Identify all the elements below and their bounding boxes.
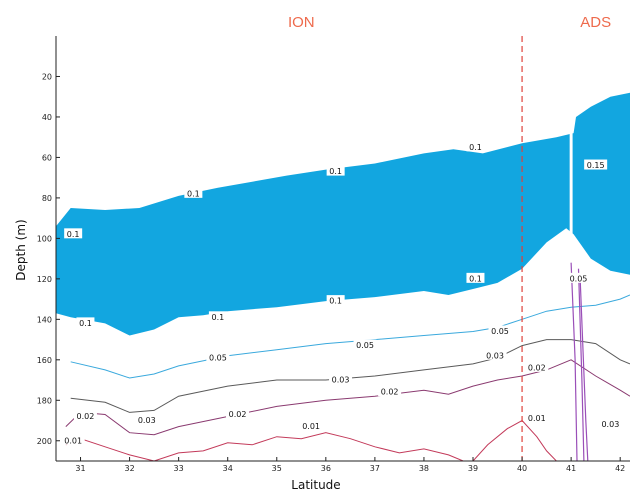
contour-label: 0.1	[67, 230, 80, 239]
contour-label: 0.02	[381, 388, 399, 397]
x-tick-label: 41	[566, 464, 576, 473]
plot-frame	[55, 36, 630, 462]
contour-label: 0.1	[469, 274, 482, 283]
contour-line-0-03-1	[70, 339, 630, 413]
contour-label-bg	[525, 412, 549, 423]
contour-label-bg	[378, 386, 402, 397]
contour-label-bg	[73, 410, 97, 421]
contour-label: 0.03	[601, 420, 619, 429]
x-tick-label: 40	[517, 464, 527, 473]
region-label-ads: ADS	[580, 14, 611, 31]
contour-label: 0.02	[77, 412, 95, 421]
contour-label-bg	[61, 434, 85, 445]
contour-label-bg	[525, 361, 549, 372]
contour-label-bg	[488, 325, 512, 336]
contour-label-bg	[326, 165, 345, 176]
x-tick-label: 34	[223, 464, 233, 473]
contour-label: 0.02	[528, 363, 546, 372]
contour-label: 0.01	[528, 414, 546, 423]
contour-label-bg	[135, 414, 159, 425]
contour-label: 0.05	[356, 341, 374, 350]
y-axis-ticks: 20 40 60 80 100 120 140 160 180 200	[37, 72, 60, 446]
contour-label: 0.1	[212, 313, 225, 322]
contour-label-bg	[598, 418, 622, 429]
contour-label-bg	[184, 187, 203, 198]
x-tick-label: 31	[75, 464, 85, 473]
contour-label: 0.1	[329, 167, 342, 176]
plot-content	[56, 92, 630, 461]
x-tick-label: 39	[468, 464, 478, 473]
y-tick-label: 160	[37, 356, 52, 365]
contour-label-bg	[299, 420, 323, 431]
contour-labels: 0.1 0.1 0.1 0.1 0.15 0.1 0.1 0.1 0.1 0.05 0.05 0.05…	[61, 141, 622, 445]
contour-label: 0.1	[329, 297, 342, 306]
contour-label-bg	[226, 408, 250, 419]
y-tick-label: 100	[37, 234, 52, 243]
x-tick-label: 32	[124, 464, 134, 473]
contour-label: 0.1	[187, 189, 200, 198]
contour-label-bg	[584, 159, 608, 170]
contour-label-bg	[208, 311, 227, 322]
contour-line-0-01-3	[65, 432, 464, 461]
contour-label-bg	[566, 272, 590, 283]
band-fill-0-1	[56, 92, 630, 336]
y-tick-label: 80	[42, 194, 52, 203]
spike-line-1	[577, 268, 585, 461]
x-tick-label: 38	[419, 464, 429, 473]
contour-label-bg	[329, 374, 353, 385]
contour-line-0-05-0	[70, 294, 630, 379]
y-tick-label: 180	[37, 396, 52, 405]
y-tick-label: 200	[37, 437, 52, 446]
band-gap	[569, 121, 573, 263]
y-tick-label: 40	[42, 113, 52, 122]
contour-label-bg	[466, 272, 485, 283]
x-tick-label: 33	[174, 464, 184, 473]
contour-label-bg	[326, 295, 345, 306]
x-tick-label: 36	[321, 464, 331, 473]
contour-label-bg	[206, 351, 230, 362]
spike-line-2	[579, 274, 589, 461]
x-axis-ticks: 31 32 33 34 35 36 37 38 39 40 41 42	[75, 457, 625, 473]
contour-label-bg	[353, 339, 377, 350]
x-tick-label: 37	[370, 464, 380, 473]
spike-line-0	[570, 262, 578, 461]
contour-label: 0.02	[229, 410, 247, 419]
contour-label: 0.03	[486, 351, 504, 360]
contour-label-bg	[466, 141, 485, 152]
y-tick-label: 60	[42, 153, 52, 162]
contour-label-bg	[64, 228, 83, 239]
x-tick-label: 42	[615, 464, 625, 473]
x-axis-title: Latitude	[291, 478, 340, 492]
contour-label: 0.05	[570, 274, 588, 283]
contour-label: 0.01	[302, 422, 320, 431]
contour-label: 0.03	[138, 416, 156, 425]
contour-label: 0.05	[209, 353, 227, 362]
contour-label: 0.1	[79, 319, 92, 328]
contour-label: 0.15	[587, 161, 605, 170]
contour-label: 0.03	[332, 376, 350, 385]
plot-area: ION ADS0.10.10.10.10.150.10.10.10.10.050.…	[56, 14, 630, 461]
contour-label: 0.1	[469, 143, 482, 152]
contour-label-bg	[76, 317, 95, 328]
contour-label: 0.05	[491, 327, 509, 336]
contour-label-bg	[483, 349, 507, 360]
contour-label: 0.01	[64, 436, 82, 445]
x-tick-label: 35	[272, 464, 282, 473]
y-tick-label: 120	[37, 275, 52, 284]
y-tick-label: 20	[42, 72, 52, 81]
y-axis-title: Depth (m)	[14, 219, 28, 280]
contour-line-0-01-4	[472, 419, 557, 461]
region-label-ion: ION	[288, 14, 315, 31]
y-tick-label: 140	[37, 315, 52, 324]
